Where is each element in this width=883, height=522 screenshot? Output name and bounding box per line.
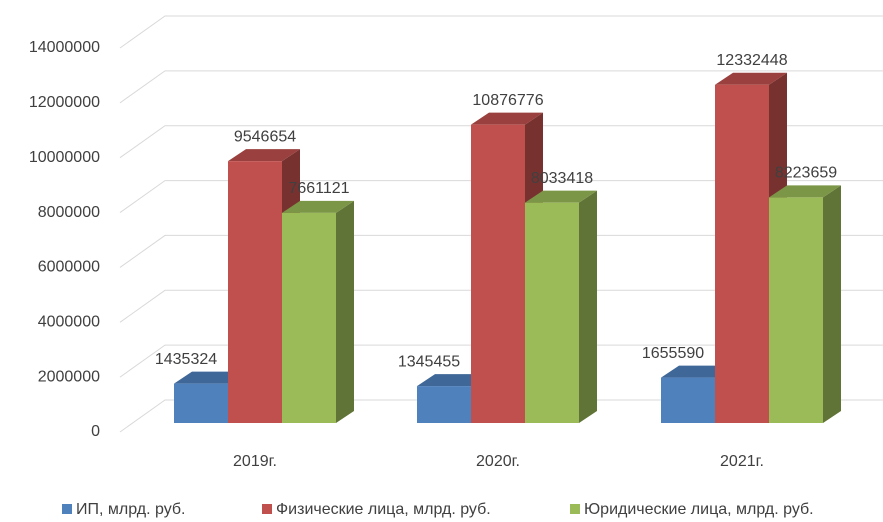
data-label: 12332448 <box>716 52 787 69</box>
bar <box>715 84 769 423</box>
y-tick-label: 8000000 <box>38 204 100 221</box>
y-tick-label: 10000000 <box>29 149 100 166</box>
data-label: 9546654 <box>234 128 296 145</box>
data-label: 8223659 <box>775 165 837 182</box>
bar <box>174 383 228 423</box>
x-tick-label: 2020г. <box>476 453 520 470</box>
legend-label: ИП, млрд. руб. <box>76 501 186 518</box>
grid-line <box>119 289 883 323</box>
bar <box>661 377 715 423</box>
grid-line <box>119 399 883 433</box>
x-tick-label: 2021г. <box>720 453 764 470</box>
legend-swatch <box>62 504 72 514</box>
bar <box>417 386 471 423</box>
bar <box>228 161 282 423</box>
data-label: 7661121 <box>288 180 349 197</box>
legend-swatch <box>570 504 580 514</box>
grid-line <box>119 70 883 104</box>
bar <box>282 212 336 423</box>
bar <box>471 124 525 423</box>
y-tick-label: 2000000 <box>38 368 100 385</box>
data-label: 1345455 <box>398 353 460 370</box>
x-tick-label: 2019г. <box>233 453 277 470</box>
legend-label: Физические лица, млрд. руб. <box>276 501 491 518</box>
bar-top <box>769 185 841 198</box>
y-tick-label: 4000000 <box>38 314 100 331</box>
bar-top <box>282 200 354 213</box>
bar-top <box>471 112 543 125</box>
y-tick-label: 14000000 <box>29 39 100 56</box>
bar-side <box>579 190 597 423</box>
y-tick-label: 6000000 <box>38 259 100 276</box>
grid-line <box>119 15 883 49</box>
data-label: 1435324 <box>155 351 217 368</box>
legend-swatch <box>262 504 272 514</box>
grid-line <box>119 180 883 213</box>
y-tick-label: 12000000 <box>29 94 100 111</box>
bar-top <box>228 149 300 162</box>
bar-side <box>823 185 841 423</box>
bar-top <box>525 190 597 203</box>
grid-line <box>119 344 883 378</box>
bar-top <box>715 72 787 85</box>
data-label: 10876776 <box>472 92 543 109</box>
data-label: 8033418 <box>531 170 593 187</box>
legend-label: Юридические лица, млрд. руб. <box>584 501 814 518</box>
bar <box>769 197 823 423</box>
grid-line <box>119 125 883 159</box>
bar-side <box>336 200 354 423</box>
data-label: 1655590 <box>642 345 704 362</box>
bar <box>525 202 579 423</box>
grid-line <box>119 234 883 268</box>
y-tick-label: 0 <box>91 423 100 440</box>
